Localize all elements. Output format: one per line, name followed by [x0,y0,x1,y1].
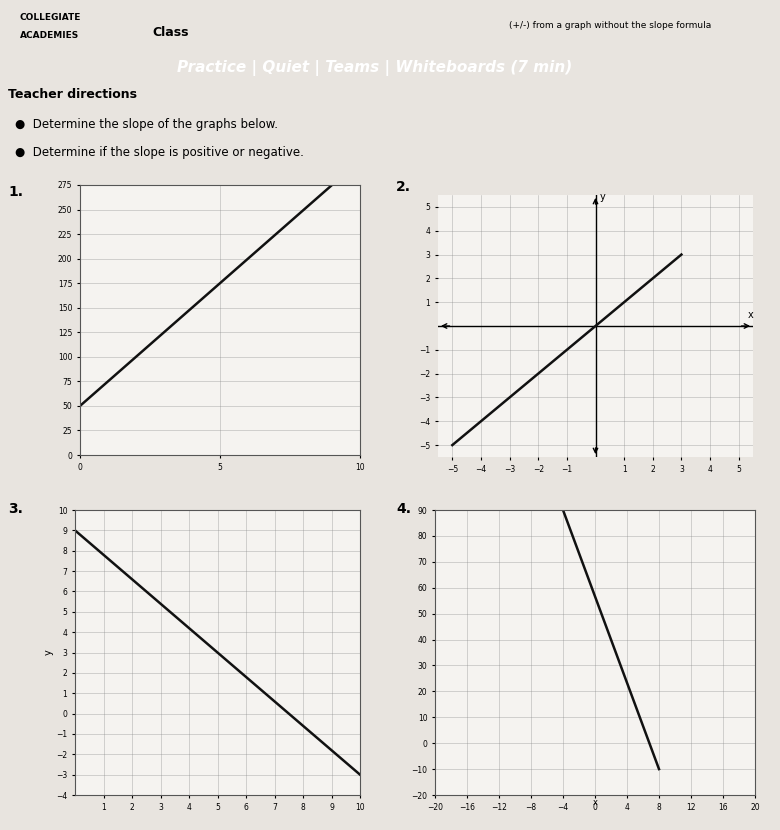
Text: 2.: 2. [396,180,411,194]
Y-axis label: y: y [44,650,53,656]
Text: Teacher directions: Teacher directions [8,89,136,101]
Text: 1.: 1. [8,185,23,199]
Text: y: y [600,192,605,202]
Text: 3.: 3. [8,502,23,516]
Text: Practice | Quiet | Teams | Whiteboards (7 min): Practice | Quiet | Teams | Whiteboards (… [177,60,573,76]
Text: COLLEGIATE: COLLEGIATE [20,13,80,22]
Text: x: x [593,798,597,808]
Text: ACADEMIES: ACADEMIES [20,32,80,41]
Text: x: x [747,310,753,320]
Text: ●  Determine the slope of the graphs below.: ● Determine the slope of the graphs belo… [15,118,278,131]
Text: (+/-) from a graph without the slope formula: (+/-) from a graph without the slope for… [509,21,711,30]
Text: ●  Determine if the slope is positive or negative.: ● Determine if the slope is positive or … [15,146,304,159]
Text: 4.: 4. [396,502,411,516]
Text: Class: Class [153,26,189,39]
